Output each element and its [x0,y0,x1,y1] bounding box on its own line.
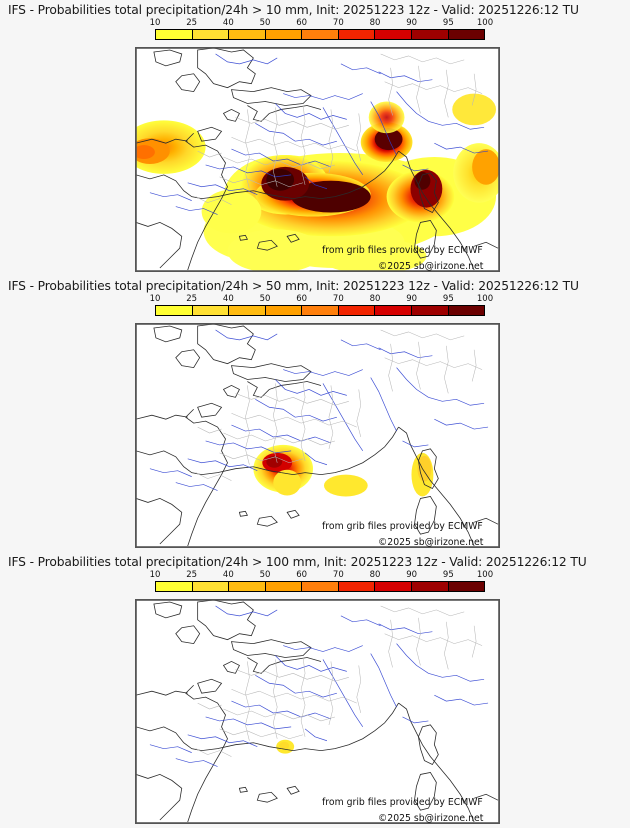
colorbar-cell-25 [192,306,230,315]
colorbar-cell-25 [192,30,230,39]
colorbar-tick-95: 95 [442,570,454,580]
colorbar-tick-25: 25 [186,294,198,304]
colorbar-cell-50 [265,306,303,315]
admin-boundary-layer [195,605,483,757]
forecast-panel-100mm: IFS - Probabilities total precipitation/… [0,552,630,828]
map-100mm[interactable] [135,599,500,824]
colorbar-strip [155,305,485,316]
colorbar-tick-90: 90 [406,294,418,304]
copyright-credit: ©2025 sb@irizone.net [378,261,484,272]
colorbar-tick-60: 60 [296,294,308,304]
page-title: IFS - Probabilities total precipitation/… [8,279,579,293]
colorbar-cell-40 [229,582,266,591]
colorbar-cell-25 [192,582,230,591]
colorbar-cell-90 [411,30,449,39]
colorbar-tick-60: 60 [296,18,308,28]
colorbar-50mm: 10 25 40 50 60 70 80 90 95 100 [150,294,494,316]
colorbar-cell-95 [448,30,485,39]
colorbar-cell-80 [375,582,412,591]
river-layer [149,605,489,767]
colorbar-cell-70 [338,306,376,315]
colorbar-tick-10: 10 [149,294,161,304]
admin-boundary-layer [195,329,483,481]
colorbar-tick-40: 40 [222,294,234,304]
colorbar-cell-60 [302,582,339,591]
colorbar-tick-90: 90 [406,18,418,28]
page-title: IFS - Probabilities total precipitation/… [8,3,579,17]
copyright-credit: ©2025 sb@irizone.net [378,813,484,824]
page-title: IFS - Probabilities total precipitation/… [8,555,587,569]
colorbar-ticks: 10 25 40 50 60 70 80 90 95 100 [150,18,494,29]
colorbar-tick-40: 40 [222,18,234,28]
colorbar-tick-50: 50 [259,18,271,28]
colorbar-tick-95: 95 [442,18,454,28]
colorbar-cell-10 [156,306,193,315]
colorbar-10mm: 10 25 40 50 60 70 80 90 95 100 [150,18,494,40]
map-10mm[interactable] [135,47,500,272]
forecast-panel-10mm: IFS - Probabilities total precipitation/… [0,0,630,276]
precip-probability-field [276,739,295,754]
colorbar-cell-10 [156,582,193,591]
colorbar-cell-40 [229,306,266,315]
colorbar-tick-25: 25 [186,18,198,28]
grib-credit: from grib files provided by ECMWF [322,245,483,256]
colorbar-tick-10: 10 [149,570,161,580]
copyright-credit: ©2025 sb@irizone.net [378,537,484,548]
grib-credit: from grib files provided by ECMWF [322,521,483,532]
colorbar-tick-70: 70 [332,570,344,580]
colorbar-cell-80 [375,30,412,39]
colorbar-cell-10 [156,30,193,39]
colorbar-cell-50 [265,30,303,39]
colorbar-cell-90 [411,306,449,315]
colorbar-cell-90 [411,582,449,591]
colorbar-tick-25: 25 [186,570,198,580]
colorbar-tick-70: 70 [332,294,344,304]
river-layer [149,53,489,215]
coastline-layer [136,48,499,271]
precip-probability-field [253,444,434,497]
colorbar-cell-60 [302,30,339,39]
coastline-layer [136,600,499,823]
colorbar-cell-60 [302,306,339,315]
colorbar-strip [155,29,485,40]
colorbar-tick-10: 10 [149,18,161,28]
colorbar-cell-95 [448,306,485,315]
admin-boundary-layer [195,53,483,205]
colorbar-cell-40 [229,30,266,39]
colorbar-100mm: 10 25 40 50 60 70 80 90 95 100 [150,570,494,592]
colorbar-tick-80: 80 [369,18,381,28]
colorbar-ticks: 10 25 40 50 60 70 80 90 95 100 [150,570,494,581]
colorbar-cell-70 [338,582,376,591]
colorbar-tick-100: 100 [476,18,494,28]
colorbar-tick-70: 70 [332,18,344,28]
precip-probability-field [136,93,499,271]
river-layer [149,329,489,491]
colorbar-tick-80: 80 [369,570,381,580]
colorbar-cell-95 [448,582,485,591]
colorbar-tick-60: 60 [296,570,308,580]
colorbar-tick-50: 50 [259,294,271,304]
colorbar-ticks: 10 25 40 50 60 70 80 90 95 100 [150,294,494,305]
colorbar-tick-40: 40 [222,570,234,580]
grib-credit: from grib files provided by ECMWF [322,797,483,808]
colorbar-tick-100: 100 [476,570,494,580]
colorbar-tick-95: 95 [442,294,454,304]
colorbar-cell-80 [375,306,412,315]
colorbar-tick-80: 80 [369,294,381,304]
colorbar-cell-70 [338,30,376,39]
map-50mm[interactable] [135,323,500,548]
colorbar-cell-50 [265,582,303,591]
colorbar-strip [155,581,485,592]
colorbar-tick-90: 90 [406,570,418,580]
colorbar-tick-100: 100 [476,294,494,304]
forecast-panel-50mm: IFS - Probabilities total precipitation/… [0,276,630,552]
colorbar-tick-50: 50 [259,570,271,580]
coastline-layer [136,324,499,547]
